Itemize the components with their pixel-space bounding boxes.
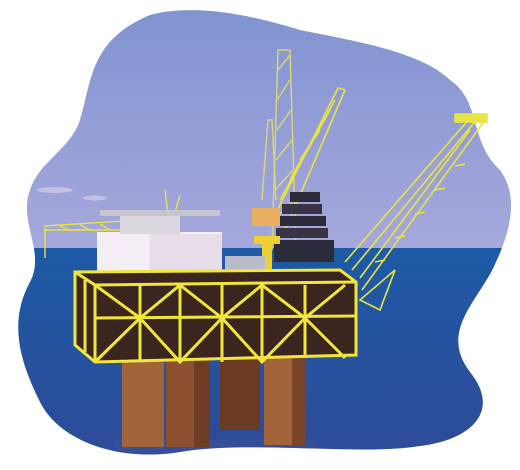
accommodation [252,192,334,270]
legs [122,355,306,447]
cloud [83,195,107,201]
crane-right [344,113,488,312]
cloud [37,187,73,193]
crane-center [269,87,347,231]
deck [73,268,358,365]
